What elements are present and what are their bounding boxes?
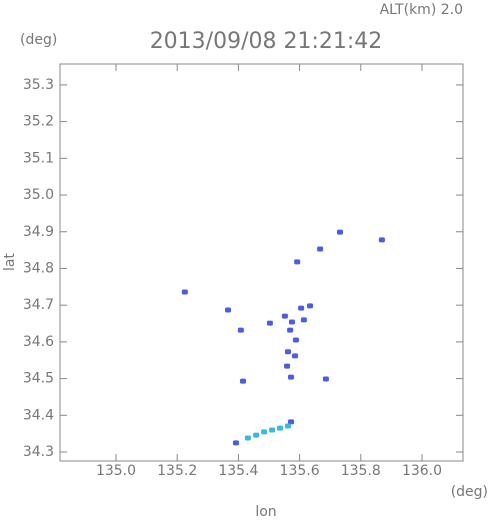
echo <box>284 363 291 369</box>
altitude: ALT(km) 2.0 <box>380 2 463 18</box>
echo <box>277 425 284 431</box>
echo <box>298 305 305 311</box>
echo <box>292 337 299 343</box>
echo <box>378 237 385 243</box>
y-tick-label: 34.8 <box>23 260 54 276</box>
x-label: lon <box>255 504 276 520</box>
echo <box>287 327 294 333</box>
echo <box>239 378 246 384</box>
plot-frame <box>59 63 464 462</box>
y-tick-label: 35.3 <box>23 77 54 93</box>
x-tick-label: 135.8 <box>341 463 381 479</box>
echo <box>232 440 239 446</box>
echo <box>224 307 231 313</box>
echo <box>288 419 295 425</box>
y-tick-label: 34.5 <box>23 371 54 387</box>
echo <box>244 435 251 441</box>
y-tick-label: 35.2 <box>23 114 54 130</box>
echo <box>284 423 291 429</box>
echo <box>307 303 314 309</box>
y-tick-label: 34.3 <box>23 444 54 460</box>
echo <box>288 319 295 325</box>
echo <box>288 374 295 380</box>
y-tick-label: 35.1 <box>23 150 54 166</box>
x-unit: (deg) <box>451 484 488 500</box>
y-tick-label: 34.4 <box>23 407 54 423</box>
x-tick-label: 136.0 <box>402 463 442 479</box>
echo <box>281 313 288 319</box>
y-tick-label: 35.0 <box>23 187 54 203</box>
y-label: lat <box>2 253 18 271</box>
echo <box>284 349 291 355</box>
echo <box>336 229 343 235</box>
chart-title: 2013/09/08 21:21:42 <box>150 29 383 54</box>
echo <box>317 246 324 252</box>
echo <box>322 376 329 382</box>
echo <box>253 432 260 438</box>
x-tick-label: 135.6 <box>280 463 320 479</box>
echo <box>181 289 188 295</box>
echo <box>237 327 244 333</box>
echo <box>269 427 276 433</box>
echo <box>261 429 268 435</box>
echo <box>266 320 273 326</box>
echo <box>300 317 307 323</box>
x-tick-label: 135.0 <box>96 463 136 479</box>
echo <box>294 259 301 265</box>
y-unit: (deg) <box>20 32 57 48</box>
y-tick-label: 34.6 <box>23 334 54 350</box>
y-tick-label: 34.9 <box>23 224 54 240</box>
x-tick-label: 135.4 <box>218 463 258 479</box>
echo <box>292 353 299 359</box>
x-tick-label: 135.2 <box>157 463 197 479</box>
y-tick-label: 34.7 <box>23 297 54 313</box>
